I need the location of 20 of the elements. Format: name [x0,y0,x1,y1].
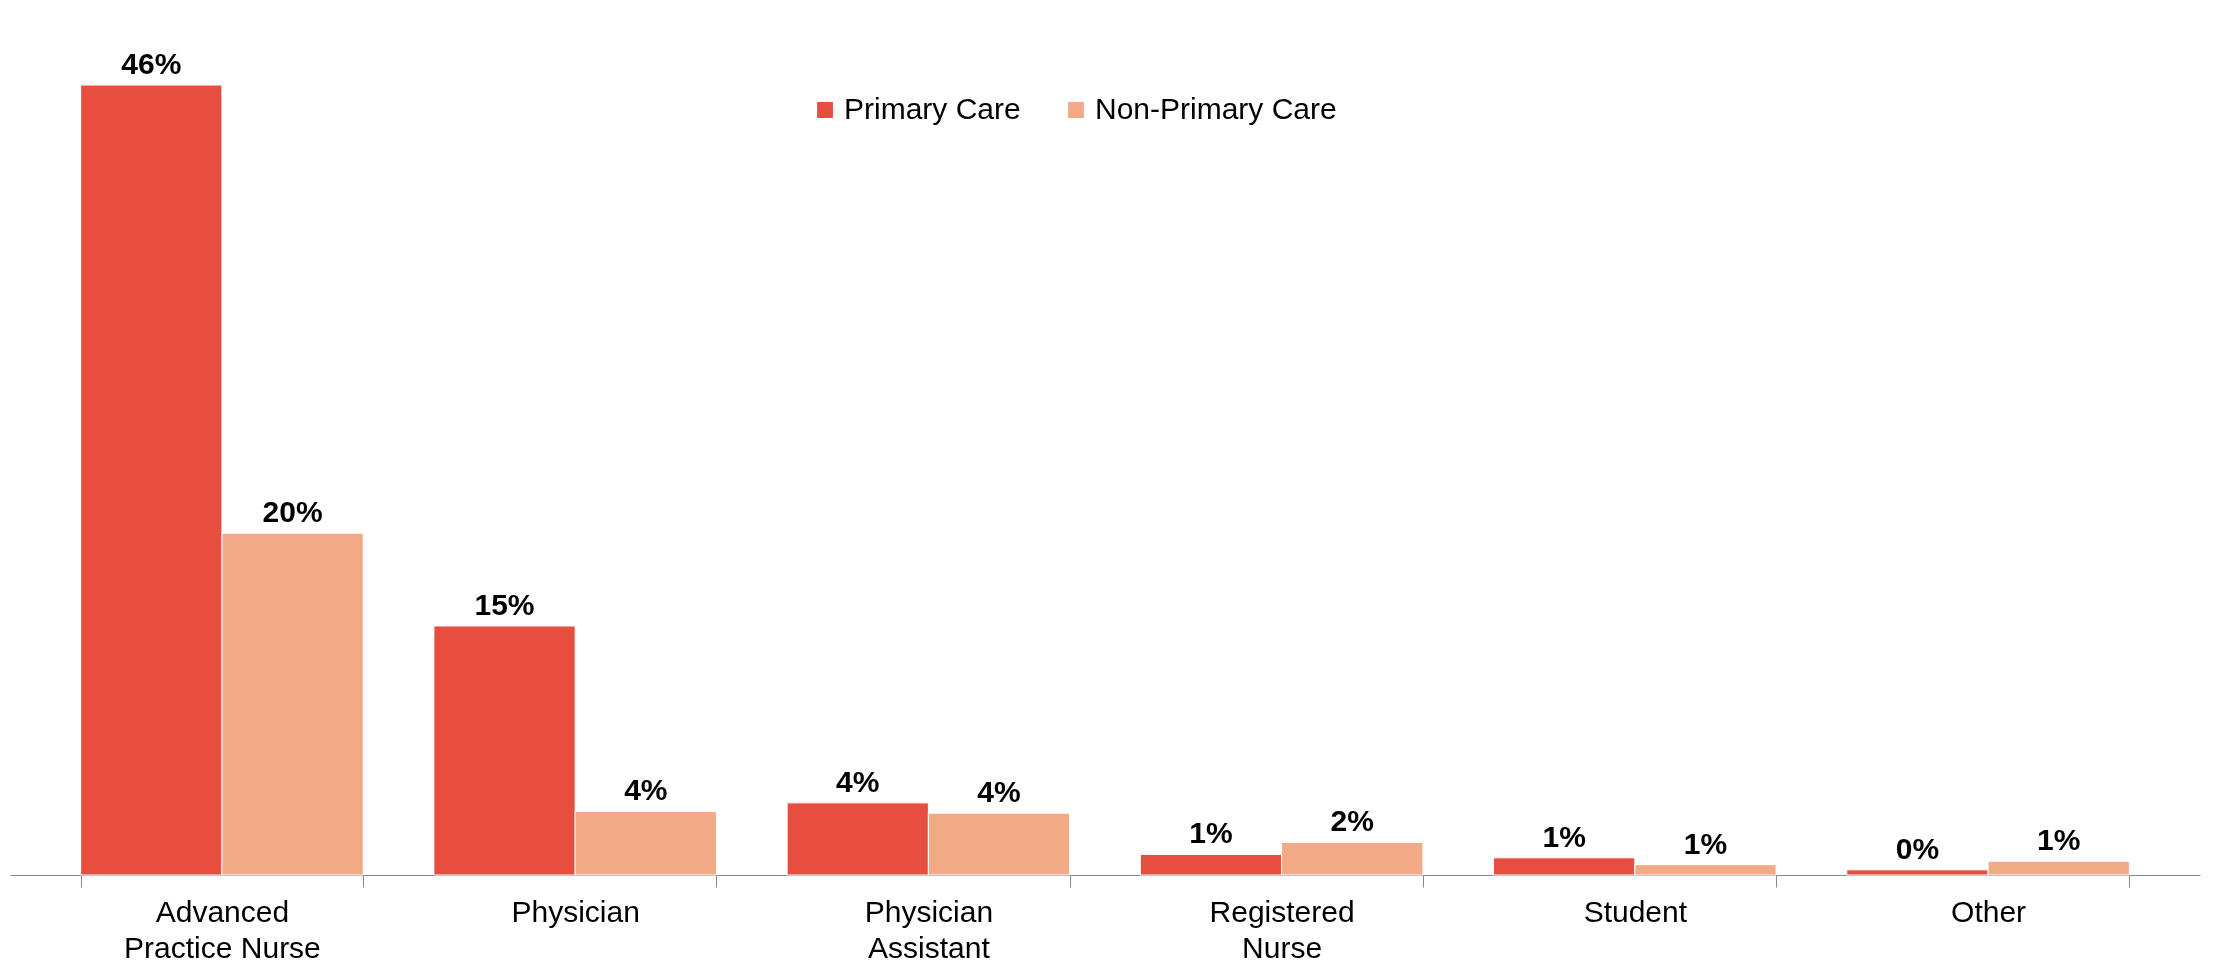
legend-label: Non-Primary Care [1095,92,1337,125]
data-label: 0% [1895,831,1940,865]
data-label: 4% [836,764,880,798]
x-tick-label: Student [1583,894,1688,928]
x-tick-label: Advanced Practice Nurse [124,894,321,964]
data-label: 2% [1330,804,1374,838]
data-label: 15% [474,587,535,621]
data-label: 4% [624,773,668,807]
x-tick-label: Other [1951,894,2027,928]
legend-label: Primary Care [844,92,1021,125]
data-label: 1% [1542,819,1586,853]
data-label: 1% [2037,823,2081,857]
data-label: 46% [121,47,182,80]
x-tick-label: Physician [511,894,640,928]
data-label: 1% [1189,816,1233,850]
x-tick-label: Physician Assistant [864,894,994,964]
data-label: 4% [977,775,1021,809]
data-label: 20% [262,495,323,529]
data-label: 1% [1683,826,1728,860]
x-tick-label: Registered Nurse [1209,894,1355,964]
